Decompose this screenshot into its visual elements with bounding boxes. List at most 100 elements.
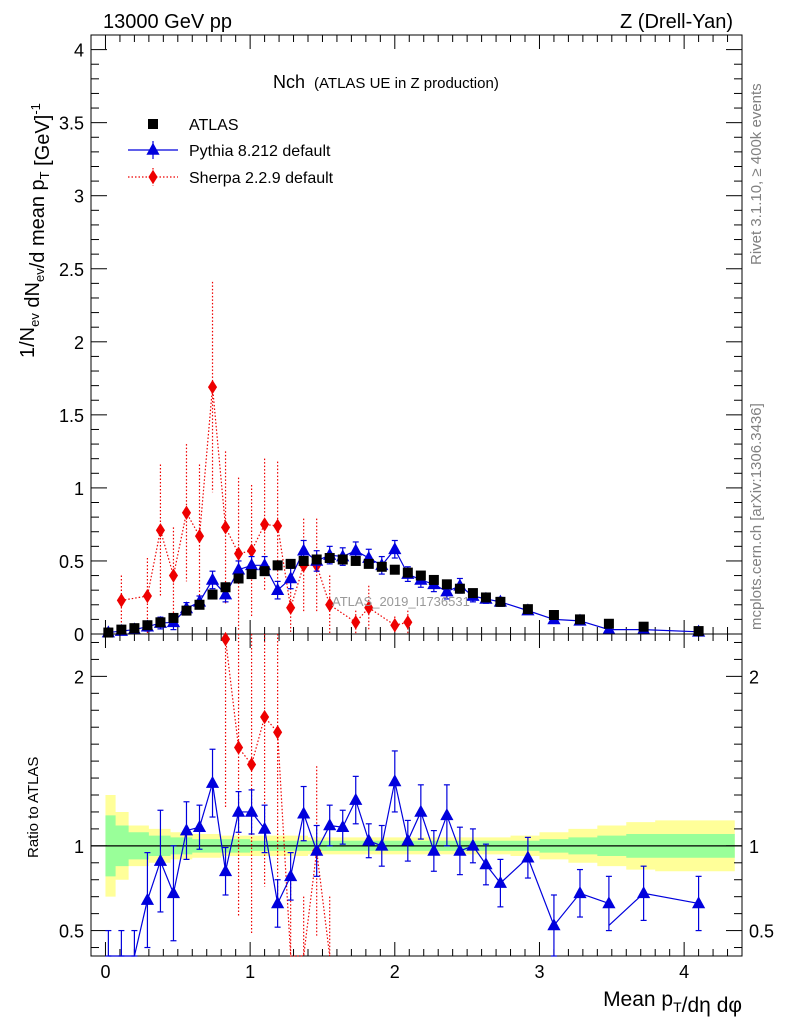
y-axis-label-main-text: 1/Nev dNev/d mean pT [GeV]-1: [17, 103, 54, 358]
ratio-pythia-point: [349, 792, 363, 805]
ratio-pythia-point: [140, 892, 155, 905]
pythia-point: [297, 543, 311, 556]
y-tick-label: 0: [74, 625, 84, 645]
y-tick-label-right: 2: [749, 667, 759, 687]
legend-sherpa-marker: [148, 169, 158, 185]
atlas-point: [324, 553, 335, 564]
sherpa-point: [286, 600, 296, 615]
x-axis-label: Mean pT/dη dφ: [603, 988, 742, 1017]
atlas-point: [467, 588, 478, 599]
ratio-pythia-point: [205, 775, 220, 788]
pythia-point: [271, 582, 285, 595]
y-axis-label-ratio: Ratio to ATLAS: [25, 757, 42, 858]
sherpa-point: [116, 593, 126, 608]
ratio-pythia-point: [362, 833, 376, 846]
sherpa-point: [351, 615, 361, 630]
ratio-sherpa-point: [220, 631, 231, 647]
sherpa-point: [181, 505, 192, 520]
ratio-pythia-point: [692, 896, 706, 909]
atlas-series: [103, 553, 704, 638]
atlas-point: [454, 583, 465, 594]
sherpa-point: [247, 543, 257, 558]
ratio-pythia-point: [547, 918, 561, 931]
atlas-point: [363, 558, 374, 569]
atlas-point: [638, 621, 649, 632]
atlas-point: [181, 605, 192, 616]
sherpa-point: [364, 600, 374, 615]
header-right: Z (Drell-Yan): [620, 11, 733, 33]
ratio-bands: [91, 795, 742, 897]
plot-title-sub: (ATLAS UE in Z production): [314, 75, 499, 92]
atlas-point: [495, 596, 506, 607]
atlas-point: [259, 566, 270, 577]
legend-label: Sherpa 2.2.9 default: [189, 170, 334, 187]
atlas-point: [402, 567, 413, 578]
pythia-point: [440, 584, 454, 597]
ratio-frame: [90, 633, 743, 957]
atlas-point: [129, 623, 140, 634]
y-tick-label: 0.5: [59, 552, 84, 572]
atlas-point: [548, 610, 559, 621]
atlas-point: [285, 558, 296, 569]
pythia-point: [388, 542, 402, 555]
atlas-point: [194, 599, 205, 610]
atlas-point: [603, 618, 614, 629]
ratio-pythia-line: [108, 781, 610, 957]
atlas-point: [272, 560, 283, 571]
atlas-point: [246, 569, 257, 580]
plot-title: Nch (ATLAS UE in Z production): [273, 72, 499, 92]
ratio-pythia-point: [153, 853, 168, 866]
ratio-pythia-point: [453, 843, 467, 856]
pythia-point: [284, 571, 298, 584]
pythia-point: [244, 558, 259, 571]
atlas-point: [220, 582, 231, 593]
atlas-point: [168, 612, 179, 623]
sherpa-point: [234, 546, 244, 561]
y-tick-label: 1.5: [59, 406, 84, 426]
atlas-point: [574, 614, 585, 625]
ratio-pythia-point: [284, 869, 298, 882]
atlas-point: [480, 592, 491, 603]
legend-pythia-marker: [146, 142, 160, 155]
ratio-pythia-point: [388, 774, 402, 787]
sherpa-point: [155, 523, 165, 538]
pythia-point: [349, 543, 363, 556]
sherpa-point: [142, 588, 152, 604]
atlas-point: [376, 561, 387, 572]
y-tick-label: 2.5: [59, 260, 84, 280]
ratio-sherpa-point: [260, 709, 270, 725]
y-tick-label: 1: [74, 837, 84, 857]
sherpa-point: [403, 615, 413, 630]
ratio-pythia-point: [401, 833, 415, 846]
ratio-pythia-point: [375, 838, 389, 851]
y-axis-label-main: 1/Nev dNev/d mean pT [GeV]-1: [17, 103, 54, 358]
ratio-ticks: 0 1 2 3 4 0.5 0.5 1 1 2 2: [59, 634, 774, 982]
ratio-pythia-series: [105, 748, 706, 957]
sherpa-series: [116, 281, 413, 634]
atlas-point: [298, 555, 309, 566]
atlas-point: [693, 626, 704, 637]
atlas-point: [337, 554, 348, 565]
x-axis-label-text: Mean pT/dη dφ: [603, 988, 742, 1017]
ratio-pythia-point: [440, 808, 454, 821]
ratio-pythia-point: [310, 843, 324, 856]
main-ticks: 0 0.5 1 1.5 2 2.5 3 3.5 4: [59, 34, 743, 645]
ratio-pythia-point: [427, 843, 441, 856]
atlas-point: [441, 579, 452, 590]
ratio-pythia-point: [218, 864, 233, 877]
ratio-pythia-point: [336, 820, 350, 832]
sherpa-point: [220, 520, 231, 535]
ratio-pythia-point: [179, 823, 194, 836]
atlas-point: [389, 564, 400, 575]
atlas-point: [103, 627, 114, 638]
sherpa-point: [325, 597, 335, 612]
pythia-point: [231, 562, 246, 575]
ratio-pythia-point: [521, 850, 535, 863]
x-tick-label: 4: [679, 962, 689, 982]
rivet-label: Rivet 3.1.10, ≥ 400k events: [748, 83, 765, 265]
ratio-pythia-point: [297, 806, 311, 819]
legend-atlas-marker: [148, 119, 158, 129]
y-tick-label: 4: [74, 41, 84, 61]
plot-title-main: Nch: [273, 72, 305, 92]
pythia-point: [218, 587, 233, 600]
